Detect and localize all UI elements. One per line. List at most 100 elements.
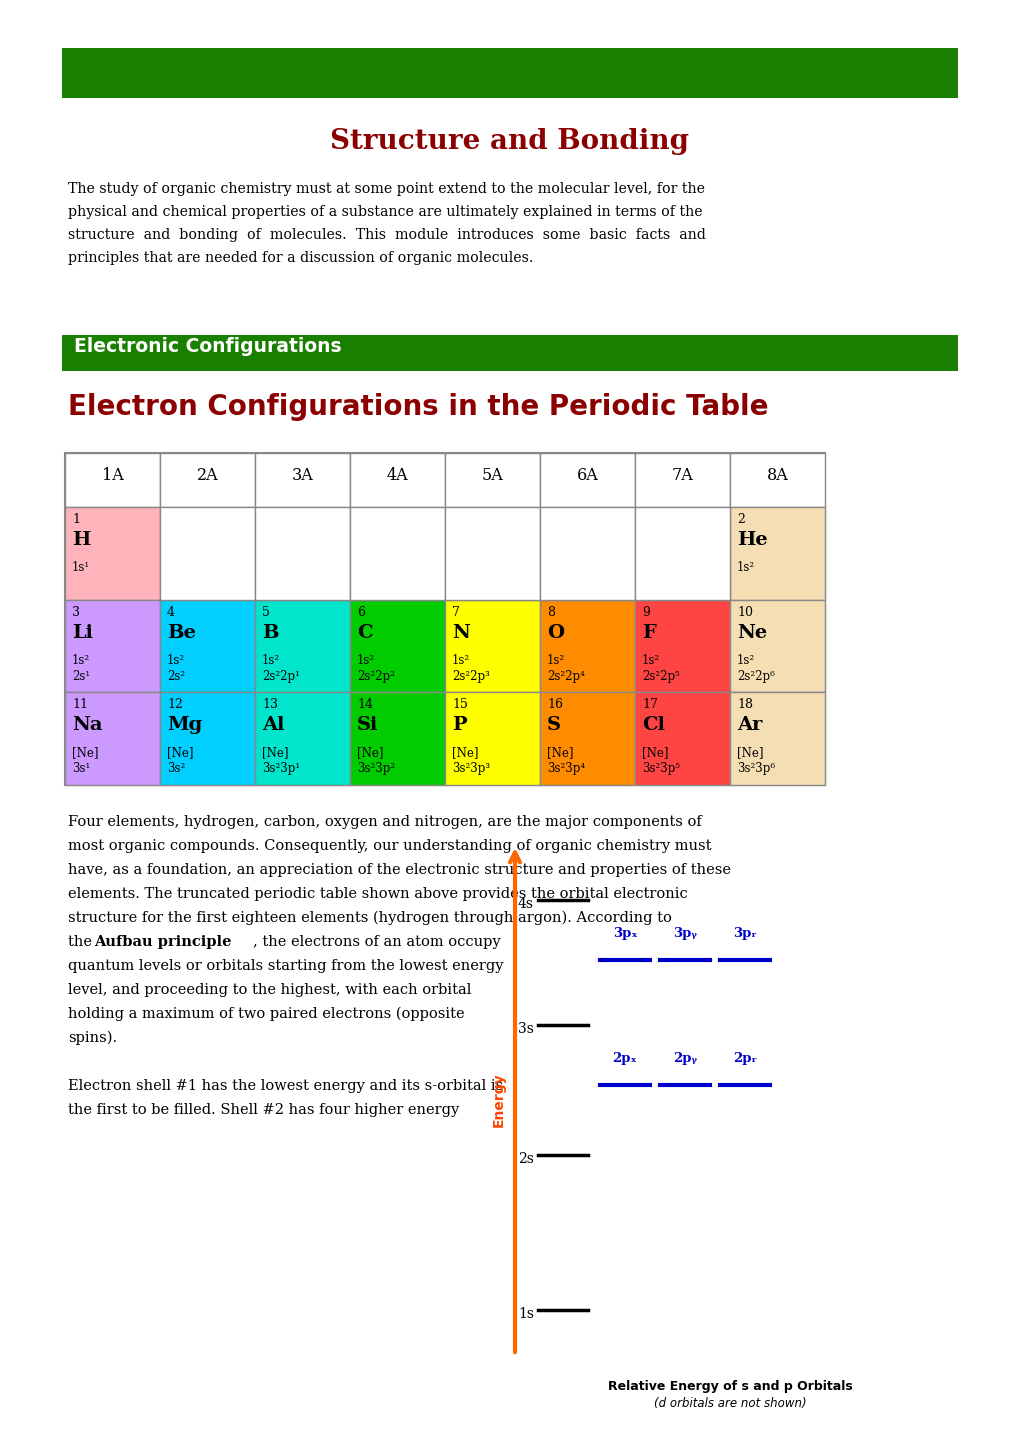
Bar: [160, 508, 255, 600]
Text: 2s²: 2s²: [167, 669, 184, 682]
Text: 1s²: 1s²: [451, 653, 470, 666]
Bar: [730, 453, 824, 508]
Bar: [160, 453, 255, 508]
Text: 2s²2p⁴: 2s²2p⁴: [546, 669, 584, 682]
Text: Mg: Mg: [167, 717, 202, 734]
Text: elements. The truncated periodic table shown above provides the orbital electron: elements. The truncated periodic table s…: [68, 887, 687, 901]
Text: 17: 17: [641, 698, 657, 711]
Text: 1s²: 1s²: [737, 561, 754, 574]
Text: Energy: Energy: [491, 1073, 505, 1128]
Text: 2A: 2A: [197, 467, 218, 485]
Text: Be: Be: [167, 624, 196, 642]
Bar: [350, 453, 444, 508]
Text: 2pᵧ: 2pᵧ: [673, 1053, 696, 1066]
Bar: [539, 508, 635, 600]
Text: 6: 6: [357, 606, 365, 619]
Text: 2s²2p²: 2s²2p²: [357, 669, 394, 682]
Text: 1s: 1s: [518, 1306, 534, 1321]
Text: the first to be filled. Shell #2 has four higher energy: the first to be filled. Shell #2 has fou…: [68, 1103, 459, 1118]
Text: C: C: [357, 624, 372, 642]
Text: Aufbau principle: Aufbau principle: [94, 934, 231, 949]
Text: 2s²2p⁶: 2s²2p⁶: [737, 669, 774, 682]
Bar: [255, 508, 350, 600]
Text: Relative Energy of s and p Orbitals: Relative Energy of s and p Orbitals: [607, 1380, 852, 1393]
Text: 2s²2p⁵: 2s²2p⁵: [641, 669, 679, 682]
Bar: [350, 692, 444, 784]
Text: 7A: 7A: [671, 467, 693, 485]
Text: Ar: Ar: [737, 717, 761, 734]
Text: 3s²3p¹: 3s²3p¹: [262, 763, 300, 776]
Text: 3pᵣ: 3pᵣ: [733, 927, 756, 940]
Text: [Ne]: [Ne]: [737, 747, 763, 760]
Bar: [730, 692, 824, 784]
Bar: [539, 600, 635, 692]
Bar: [444, 508, 539, 600]
Text: [Ne]: [Ne]: [357, 747, 383, 760]
Text: 1s²: 1s²: [262, 653, 280, 666]
Text: 4s: 4s: [518, 897, 534, 911]
Text: 1s²: 1s²: [72, 653, 90, 666]
Text: [Ne]: [Ne]: [72, 747, 99, 760]
Text: holding a maximum of two paired electrons (opposite: holding a maximum of two paired electron…: [68, 1007, 465, 1021]
Text: 2s: 2s: [518, 1152, 534, 1167]
Bar: [65, 692, 160, 784]
Bar: [635, 600, 730, 692]
Text: 1s¹: 1s¹: [72, 561, 90, 574]
Bar: [444, 600, 539, 692]
Text: Electron shell #1 has the lowest energy and its s-orbital is: Electron shell #1 has the lowest energy …: [68, 1079, 502, 1093]
Text: 7: 7: [451, 606, 460, 619]
Text: 1: 1: [72, 513, 79, 526]
Text: physical and chemical properties of a substance are ultimately explained in term: physical and chemical properties of a su…: [68, 205, 702, 219]
Text: 14: 14: [357, 698, 373, 711]
Text: 1s²: 1s²: [641, 653, 659, 666]
Text: 10: 10: [737, 606, 752, 619]
Text: the: the: [68, 934, 97, 949]
Text: [Ne]: [Ne]: [641, 747, 667, 760]
Text: 13: 13: [262, 698, 278, 711]
Text: 5: 5: [262, 606, 270, 619]
Text: [Ne]: [Ne]: [546, 747, 573, 760]
Bar: [65, 508, 160, 600]
Text: S: S: [546, 717, 560, 734]
Text: 6A: 6A: [576, 467, 598, 485]
Text: 2s²2p¹: 2s²2p¹: [262, 669, 300, 682]
Bar: [65, 453, 824, 784]
Text: 3s²3p³: 3s²3p³: [451, 763, 490, 776]
Text: 5A: 5A: [481, 467, 503, 485]
Text: 3s²3p²: 3s²3p²: [357, 763, 394, 776]
Text: 3s: 3s: [518, 1022, 534, 1035]
Bar: [255, 600, 350, 692]
Text: structure for the first eighteen elements (hydrogen through argon). According to: structure for the first eighteen element…: [68, 911, 672, 926]
Bar: [160, 600, 255, 692]
Text: Structure and Bonding: Structure and Bonding: [330, 128, 689, 154]
Text: 4A: 4A: [386, 467, 408, 485]
Bar: [255, 453, 350, 508]
Text: 1A: 1A: [102, 467, 123, 485]
Text: level, and proceeding to the highest, with each orbital: level, and proceeding to the highest, wi…: [68, 983, 471, 996]
Bar: [350, 600, 444, 692]
Text: P: P: [451, 717, 466, 734]
Text: The study of organic chemistry must at some point extend to the molecular level,: The study of organic chemistry must at s…: [68, 182, 704, 196]
Text: N: N: [451, 624, 470, 642]
Text: B: B: [262, 624, 278, 642]
Bar: [539, 453, 635, 508]
Text: (d orbitals are not shown): (d orbitals are not shown): [653, 1397, 806, 1410]
Text: Ne: Ne: [737, 624, 766, 642]
Bar: [62, 48, 957, 98]
Text: 1s²: 1s²: [546, 653, 565, 666]
Text: structure  and  bonding  of  molecules.  This  module  introduces  some  basic  : structure and bonding of molecules. This…: [68, 228, 705, 242]
Text: F: F: [641, 624, 655, 642]
Text: 3pₓ: 3pₓ: [612, 927, 637, 940]
Text: 12: 12: [167, 698, 182, 711]
Bar: [635, 453, 730, 508]
Bar: [635, 692, 730, 784]
Text: 11: 11: [72, 698, 88, 711]
Text: 4: 4: [167, 606, 175, 619]
Text: H: H: [72, 531, 91, 549]
Text: 8: 8: [546, 606, 554, 619]
Bar: [444, 692, 539, 784]
Text: most organic compounds. Consequently, our understanding of organic chemistry mus: most organic compounds. Consequently, ou…: [68, 839, 711, 854]
Text: , the electrons of an atom occupy: , the electrons of an atom occupy: [253, 934, 500, 949]
Bar: [444, 453, 539, 508]
Text: 2: 2: [737, 513, 744, 526]
